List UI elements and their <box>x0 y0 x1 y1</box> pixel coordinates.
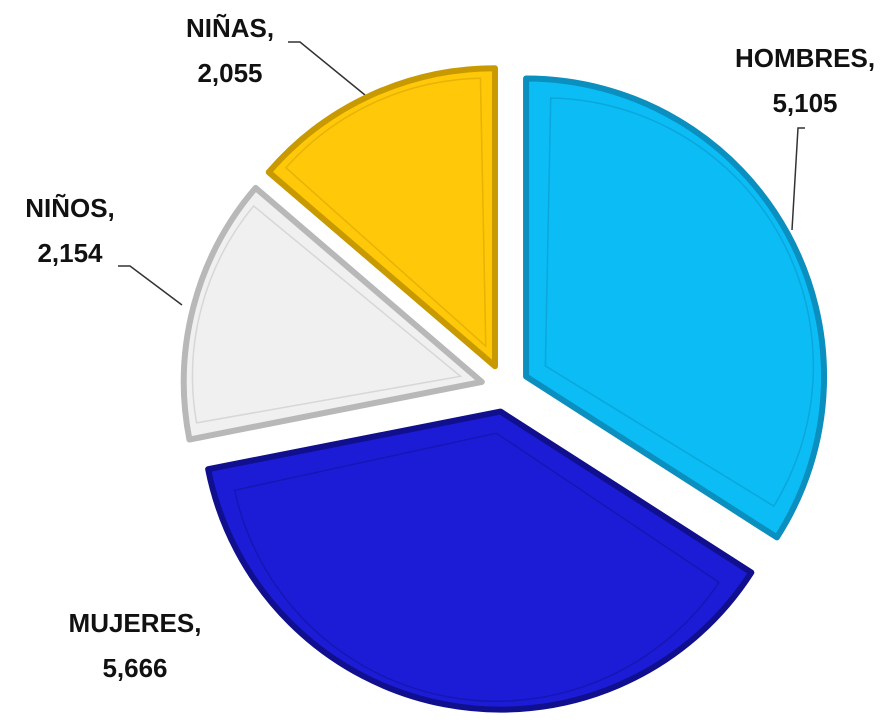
pie-slice <box>265 65 498 370</box>
pie-slice <box>523 75 828 541</box>
category-label: NIÑAS, <box>186 13 274 43</box>
category-label: HOMBRES, <box>735 43 875 73</box>
value-label: 2,055 <box>197 58 262 88</box>
leader-line <box>118 265 183 306</box>
slice-bevel <box>544 97 815 508</box>
slice-bevel <box>284 77 487 348</box>
pie-slice <box>180 184 485 443</box>
leader-line <box>791 127 805 231</box>
pie-slice <box>205 408 755 713</box>
category-label: NIÑOS, <box>25 193 115 223</box>
slice-bevel <box>191 204 463 424</box>
slice-bevel <box>233 432 721 702</box>
value-label: 5,105 <box>772 88 837 118</box>
leader-line <box>288 41 366 96</box>
value-label: 5,666 <box>102 653 167 683</box>
category-label: MUJERES, <box>69 608 202 638</box>
value-label: 2,154 <box>37 238 103 268</box>
leader-lines <box>118 41 805 306</box>
